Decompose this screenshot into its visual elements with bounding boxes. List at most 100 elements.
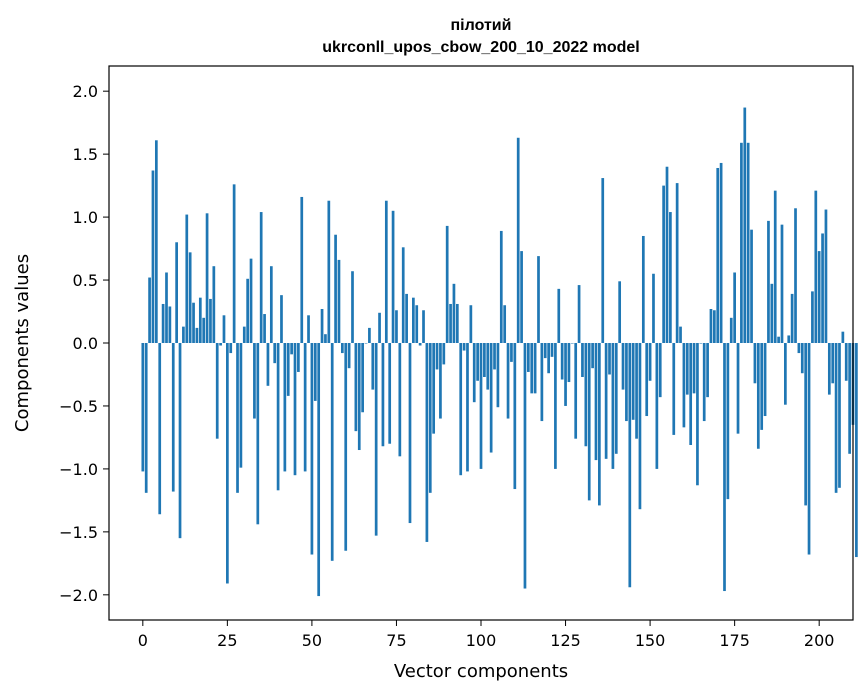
- bar: [422, 310, 425, 343]
- bar: [601, 178, 605, 343]
- bar: [591, 343, 594, 369]
- bar: [283, 343, 287, 472]
- bar: [317, 343, 321, 597]
- bar: [753, 343, 757, 384]
- bar: [347, 343, 351, 369]
- bar: [577, 285, 581, 343]
- bar: [459, 343, 463, 476]
- bar: [340, 343, 344, 354]
- bar: [354, 343, 358, 432]
- y-tick-label: −1.5: [59, 523, 98, 542]
- bar: [432, 343, 436, 434]
- bar: [148, 277, 151, 343]
- bar: [537, 256, 540, 343]
- bar: [814, 190, 818, 343]
- bar: [706, 343, 709, 398]
- bar: [415, 305, 419, 343]
- bar: [168, 306, 172, 343]
- bar: [428, 343, 432, 493]
- bar: [442, 343, 446, 365]
- bar: [273, 343, 277, 364]
- bar: [526, 343, 530, 372]
- bar: [165, 272, 168, 343]
- bar: [384, 200, 388, 343]
- bar: [303, 343, 307, 472]
- x-tick-label: 0: [138, 631, 148, 650]
- bar: [222, 315, 226, 343]
- bar: [320, 309, 324, 343]
- bar: [435, 343, 439, 370]
- bar: [516, 137, 520, 343]
- x-tick-label: 125: [550, 631, 581, 650]
- bar: [466, 343, 469, 472]
- bar: [716, 167, 720, 343]
- bar: [391, 210, 395, 343]
- bar: [543, 343, 547, 359]
- bar: [378, 312, 381, 343]
- bar: [462, 343, 466, 351]
- y-tick-label: 0.5: [73, 271, 98, 290]
- x-tick-label: 200: [804, 631, 835, 650]
- bar: [144, 343, 148, 493]
- y-axis-label: Components values: [12, 254, 33, 432]
- bar: [310, 343, 314, 555]
- bar: [249, 258, 253, 343]
- bar: [641, 235, 645, 343]
- bar: [212, 266, 216, 343]
- bar: [712, 310, 716, 343]
- bar: [560, 343, 564, 380]
- bar: [685, 343, 689, 395]
- bar: [408, 343, 412, 524]
- bar: [669, 212, 672, 343]
- bar: [750, 229, 753, 343]
- bar: [182, 326, 185, 343]
- bar: [513, 343, 517, 490]
- bar: [178, 343, 182, 539]
- bar: [800, 343, 804, 374]
- x-tick-label: 100: [466, 631, 497, 650]
- bar: [574, 343, 578, 439]
- bar: [364, 343, 368, 344]
- bar: [232, 184, 236, 343]
- bar: [729, 317, 733, 343]
- bar: [253, 343, 256, 419]
- bar: [675, 183, 679, 343]
- bar: [679, 326, 682, 343]
- bar: [790, 293, 794, 343]
- bar: [256, 343, 260, 525]
- bar: [699, 343, 703, 344]
- bar: [324, 334, 327, 343]
- x-tick-label: 25: [217, 631, 237, 650]
- bar: [821, 233, 824, 343]
- bar: [652, 273, 655, 343]
- bar: [171, 343, 175, 492]
- bar: [344, 343, 348, 551]
- bar: [188, 252, 192, 343]
- bar: [368, 327, 371, 343]
- bar: [723, 343, 726, 592]
- bar: [293, 343, 297, 476]
- bar: [827, 343, 831, 395]
- bar: [618, 281, 622, 343]
- bar: [259, 212, 263, 343]
- bar: [780, 224, 784, 343]
- bar: [844, 343, 848, 381]
- bar: [767, 220, 770, 343]
- bar: [550, 343, 554, 357]
- bar: [506, 343, 510, 419]
- chart-title-line1: пілотий: [451, 17, 512, 34]
- bar: [452, 283, 456, 343]
- y-tick-label: −0.5: [59, 397, 98, 416]
- bar: [740, 142, 743, 343]
- bar: [726, 343, 730, 500]
- bar-series: [141, 107, 858, 597]
- bar: [412, 297, 415, 343]
- bar: [638, 343, 642, 510]
- bar: [242, 326, 246, 343]
- bar: [523, 343, 527, 589]
- bar: [215, 343, 219, 439]
- y-tick-label: −2.0: [59, 586, 98, 605]
- bar: [469, 305, 473, 343]
